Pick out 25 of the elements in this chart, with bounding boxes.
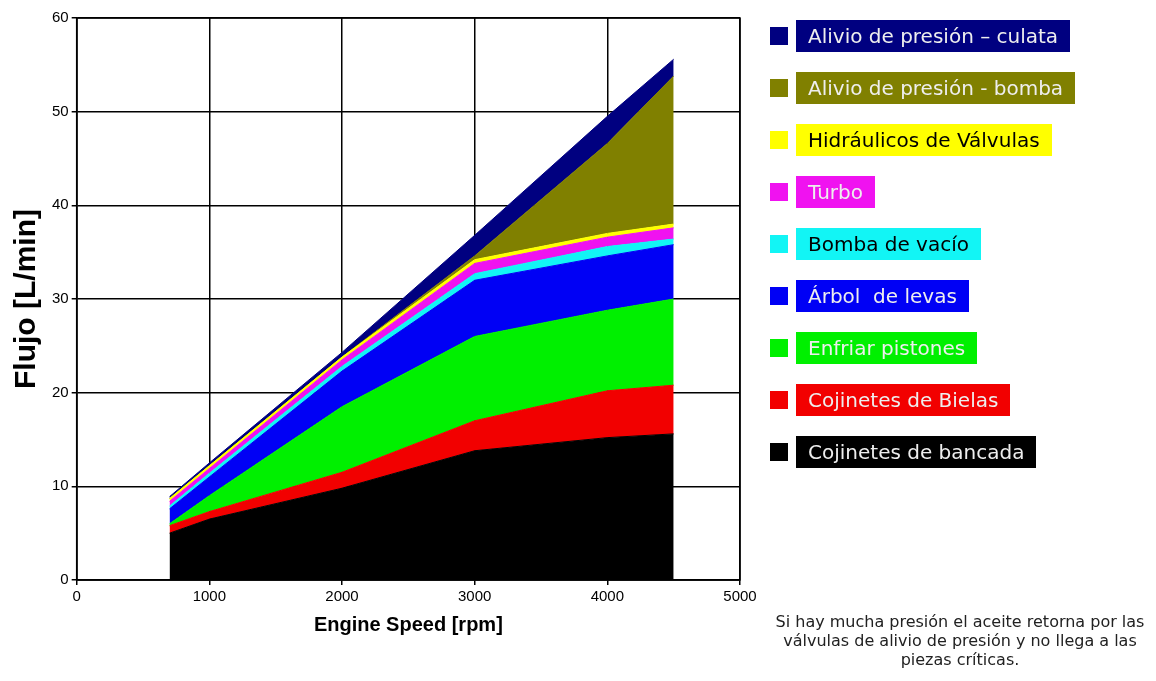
legend-label: Bomba de vacío (796, 228, 981, 260)
y-tick-label: 20 (52, 382, 69, 400)
legend-label: Hidráulicos de Válvulas (796, 124, 1052, 156)
y-tick-label: 40 (52, 195, 69, 213)
legend-label: Alivio de presión - bomba (796, 72, 1076, 104)
legend-label: Cojinetes de Bielas (796, 384, 1011, 416)
x-tick-label: 3000 (457, 587, 492, 605)
y-tick-label: 0 (60, 570, 69, 588)
y-axis-title: Flujo [L/min] (8, 209, 42, 389)
x-tick-label: 1000 (192, 587, 227, 605)
x-axis-title: Engine Speed [rpm] (313, 612, 503, 635)
legend-label: Enfriar pistones (796, 332, 978, 364)
x-tick-label: 0 (72, 587, 81, 605)
y-tick-label: 60 (52, 8, 69, 26)
y-tick-label: 10 (52, 476, 69, 494)
text: Si hay mucha presión el aceite retorna por las válvulas de alivio de presión y no llega a las piezas críticas. (774, 612, 1146, 670)
y-tick-label: 50 (52, 101, 69, 119)
legend-label: Alivio de presión – culata (796, 20, 1071, 52)
x-tick-label: 4000 (590, 587, 625, 605)
legend-label: Árbol de levas (796, 280, 969, 312)
legend-label: Turbo (796, 176, 876, 208)
legend-label: Cojinetes de bancada (796, 436, 1037, 468)
x-tick-label: 5000 (723, 587, 757, 605)
x-tick-label: 2000 (325, 587, 359, 605)
y-tick-label: 30 (52, 289, 69, 307)
